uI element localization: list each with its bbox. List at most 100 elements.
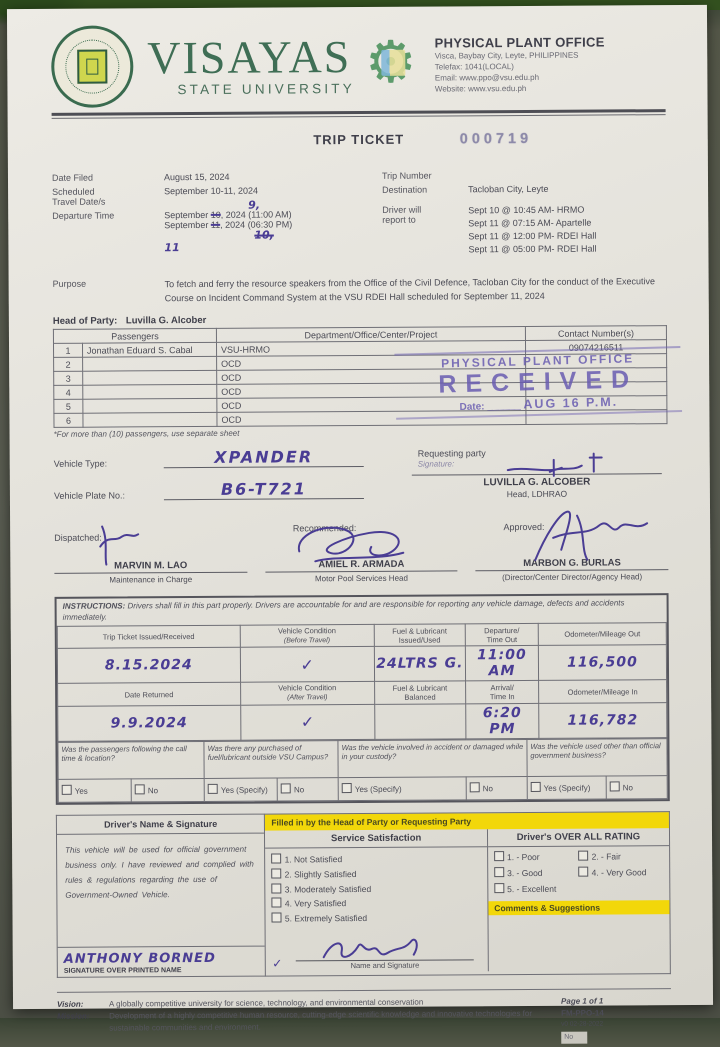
q2-no-checkbox: [280, 783, 291, 794]
service-satisfaction-header: Service Satisfaction: [265, 828, 487, 849]
page-indicator: Page 1 of 1: [560, 996, 604, 1006]
condition-after-check: ✓: [240, 704, 375, 740]
driver-section-table: Driver's Name & Signature This vehicle w…: [56, 811, 671, 978]
question-2: Was there any purchased of fuel/lubrican…: [204, 740, 339, 779]
footer-meta: Page 1 of 1 FM-PPO-14 v0 02-28-2022 No: [543, 995, 671, 1044]
rating-item: 4. - Very Good: [578, 866, 664, 878]
q3-yes-checkbox: [341, 783, 352, 794]
handwritten-corrections-below: 10, 11: [164, 228, 274, 255]
head-of-party-label: Head of Party:: [52, 315, 118, 328]
head-of-party-name: Luvilla G. Alcober: [125, 315, 207, 327]
passenger-name: [82, 412, 218, 428]
handwritten-correction-9: 9,: [248, 198, 261, 212]
vehicle-plate-value: B6-T721: [163, 479, 364, 501]
report-line: Sept 11 @ 07:15 AM- Apartelle: [468, 217, 592, 229]
q2-yes: Yes (Specify): [204, 777, 278, 802]
log-value-row-out: 8.15.2024 ✓ 24LTRS G. 11:00 AM 116,500: [57, 644, 667, 684]
rating-item: 3. - Good: [494, 866, 579, 878]
rating-item: 1. - Poor: [493, 850, 579, 862]
scheduled-label: Scheduled Travel Date/s: [52, 186, 106, 207]
q4-yes-checkbox: [530, 782, 541, 793]
q3-no: No: [466, 776, 528, 800]
satisfaction-item: 1. Not Satisfied: [271, 851, 482, 867]
mission-label: Mission:: [57, 1011, 90, 1021]
rating-item: 5. - Excellent: [494, 882, 663, 894]
driver-name-caption: SIGNATURE OVER PRINTED NAME: [63, 966, 182, 975]
time-out: 11:00 AM: [465, 645, 539, 682]
date-filed-value: August 15, 2024: [163, 171, 230, 183]
q1-yes-checkbox: [61, 785, 72, 796]
vision-label: Vision:: [57, 999, 84, 1009]
date-filed-label: Date Filed: [51, 172, 94, 183]
trip-number-value: [468, 169, 666, 180]
q2-no: No: [277, 777, 339, 801]
requesting-signature-label: Signature:: [417, 459, 455, 469]
vehicle-plate-label: Vehicle Plate No.:: [53, 490, 126, 502]
satisfaction-4-checkbox: [271, 897, 282, 908]
satisfaction-1-checkbox: [271, 853, 282, 864]
question-4: Was the vehicle used other than official…: [526, 738, 668, 777]
party-signature-line: Name and Signature: [296, 938, 474, 971]
office-name: PHYSICAL PLANT OFFICE: [434, 34, 605, 51]
col-contact: Contact Number(s): [525, 325, 667, 341]
requesting-signature-line: [411, 452, 662, 478]
header-divider: [51, 109, 666, 119]
driver-name-handwritten: ANTHONY BORNED: [63, 950, 216, 967]
document-header: VISAYAS STATE UNIVERSITY ⚙ PHYSICAL PLAN…: [51, 19, 666, 111]
passenger-note: *For more than (10) passengers, use sepa…: [53, 428, 240, 440]
purpose-text: To fetch and ferry the resource speakers…: [164, 276, 656, 303]
report-line: Sept 10 @ 10:45 AM- HRMO: [468, 204, 585, 216]
ppo-gear-logo: ⚙: [365, 30, 417, 95]
driver-report-schedule: Sept 10 @ 10:45 AM- HRMO Sept 11 @ 07:15…: [468, 203, 666, 256]
requesting-party-title: Head, LDHRAO: [506, 488, 568, 500]
q3-yes: Yes (Specify): [338, 776, 467, 801]
passenger-contact: 09074216511: [525, 339, 667, 355]
trip-fields: Date Filed August 15, 2024 Scheduled Trav…: [52, 169, 667, 263]
departure-values: 9, September 10, 2024 (11:00 AM) Septemb…: [164, 199, 382, 255]
recommended-signature: [297, 526, 404, 563]
field-driver-report: Driver will report to Sept 10 @ 10:45 AM-…: [382, 203, 666, 257]
requesting-party-label: Requesting party Signature:: [417, 448, 486, 469]
party-feedback-cell: Filled in by the Head of Party or Reques…: [264, 811, 671, 976]
handwritten-check: ✓: [272, 956, 283, 971]
driver-name-signature-header: Driver's Name & Signature: [56, 814, 265, 835]
trip-fields-left: Date Filed August 15, 2024 Scheduled Trav…: [52, 171, 383, 263]
instructions-box: INSTRUCTIONS: Drivers shall fill in this…: [54, 593, 670, 805]
form-version: v0 02-28-2022: [561, 1020, 604, 1028]
passenger-dept: OCD: [216, 410, 527, 427]
passenger-name: Jonathan Eduard S. Cabal: [82, 342, 217, 358]
rating-2-checkbox: [578, 850, 589, 861]
question-3: Was the vehicle involved in accident or …: [338, 739, 528, 778]
question-1: Was the passengers following the call ti…: [57, 741, 205, 780]
trip-ticket-document: VISAYAS STATE UNIVERSITY ⚙ PHYSICAL PLAN…: [6, 4, 714, 1047]
satisfaction-items: 1. Not Satisfied 2. Slightly Satisfied 3…: [265, 847, 487, 931]
field-departure-time: Departure Time 9, September 10, 2024 (11…: [52, 199, 382, 255]
satisfaction-2-checkbox: [271, 868, 282, 879]
passenger-name: [82, 384, 217, 400]
office-website: Website: www.vsu.edu.ph: [434, 83, 527, 94]
satisfaction-3-checkbox: [271, 882, 282, 894]
condition-before-check: ✓: [240, 646, 375, 683]
footer-labels: Vision: Mission:: [57, 998, 109, 1047]
q1-yes: Yes: [58, 778, 132, 803]
odometer-out: 116,500: [538, 644, 667, 681]
document-footer: Vision: Mission: A globally competitive …: [56, 987, 672, 1047]
log-value-row-in: 9.9.2024 ✓ 6:20 PM 116,782: [57, 702, 667, 742]
photo-background-grass: [0, 0, 720, 10]
trip-fields-right: Trip Number Destination Tacloban City, L…: [382, 169, 667, 261]
q2-yes-checkbox: [207, 784, 218, 795]
feedback-columns: Service Satisfaction 1. Not Satisfied 2.…: [265, 827, 670, 973]
satisfaction-5-checkbox: [271, 912, 282, 923]
approved-signature: [534, 510, 649, 562]
vehicle-plate-row: Vehicle Plate No.: B6-T721: [54, 479, 406, 501]
question-text-row: Was the passengers following the call ti…: [57, 738, 668, 780]
passenger-table: Passengers Department/Office/Center/Proj…: [53, 325, 668, 428]
service-satisfaction-column: Service Satisfaction 1. Not Satisfied 2.…: [265, 828, 489, 973]
struck-day-11: 11: [210, 219, 221, 230]
time-in: 6:20 PM: [465, 703, 539, 739]
rating-4-checkbox: [578, 866, 589, 877]
party-signature: [323, 938, 419, 959]
footer-text: A globally competitive university for sc…: [109, 996, 543, 1047]
vsu-seal-emblem: [77, 49, 108, 84]
fuel-issued: 24LTRS G.: [374, 646, 466, 682]
